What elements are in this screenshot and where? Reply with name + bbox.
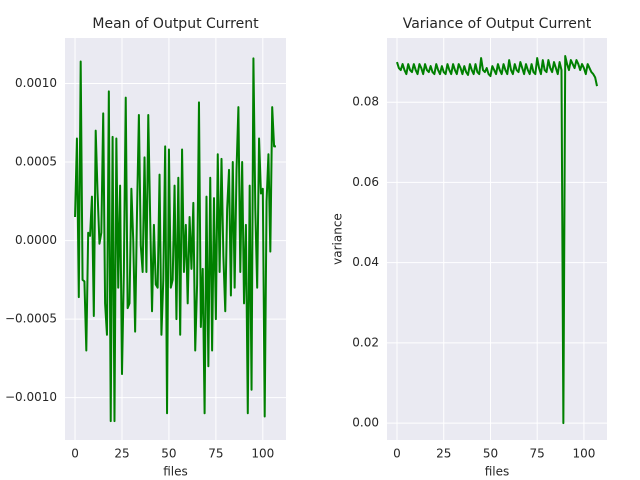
y-tick-label: −0.0005 <box>5 312 57 326</box>
y-tick-label: 0.06 <box>352 175 379 189</box>
y-tick-label: 0.02 <box>352 335 379 349</box>
x-axis-label: files <box>485 465 510 479</box>
x-tick-label: 75 <box>208 447 223 461</box>
chart-title: Mean of Output Current <box>92 16 259 32</box>
x-tick-label: 50 <box>483 447 498 461</box>
x-tick-label: 50 <box>161 447 176 461</box>
x-tick-label: 75 <box>530 447 545 461</box>
y-tick-label: 0.0010 <box>15 76 57 90</box>
x-tick-label: 0 <box>71 447 79 461</box>
x-tick-label: 25 <box>114 447 129 461</box>
y-tick-label: 0.08 <box>352 95 379 109</box>
y-tick-label: −0.0010 <box>5 390 57 404</box>
y-tick-label: 0.04 <box>352 255 379 269</box>
x-tick-label: 100 <box>572 447 595 461</box>
x-axis-label: files <box>163 465 188 479</box>
x-tick-label: 100 <box>251 447 274 461</box>
y-tick-label: 0.00 <box>352 416 379 430</box>
data-line <box>396 55 598 425</box>
data-line <box>74 57 276 423</box>
x-tick-label: 25 <box>436 447 451 461</box>
chart-title: Variance of Output Current <box>403 16 592 32</box>
y-tick-label: 0.0000 <box>15 233 57 247</box>
x-tick-label: 0 <box>393 447 401 461</box>
y-tick-label: 0.0005 <box>15 155 57 169</box>
plot-area <box>387 38 607 440</box>
y-axis-label: variance <box>331 213 345 265</box>
